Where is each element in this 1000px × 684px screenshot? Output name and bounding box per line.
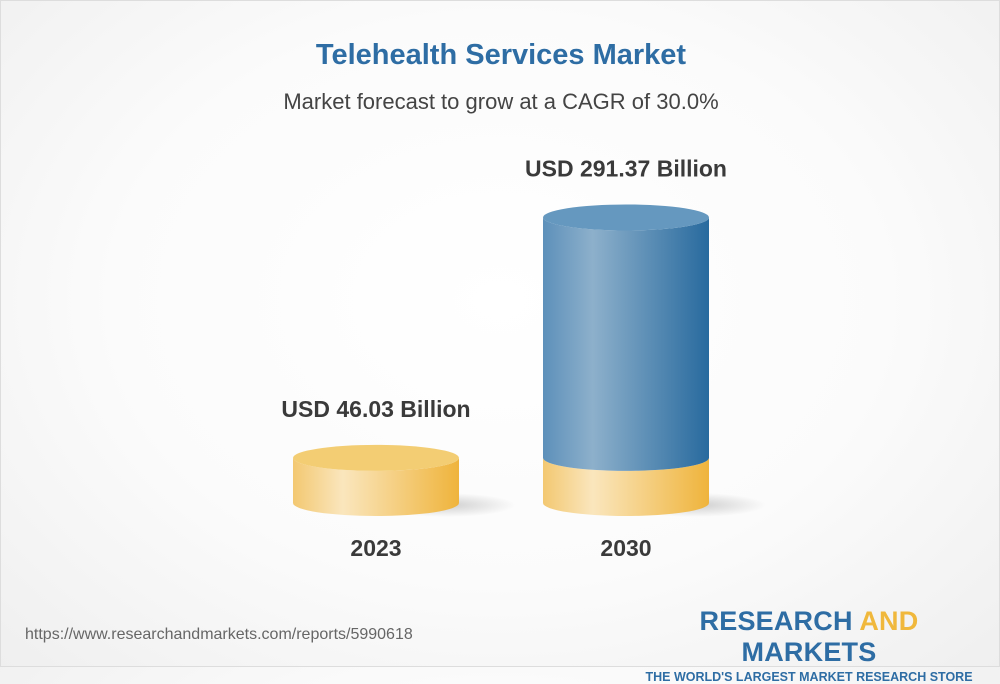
research-and-markets-logo: RESEARCH AND MARKETS THE WORLD'S LARGEST… [641,606,977,684]
data-label: USD 46.03 Billion [281,396,470,422]
bar-2023-body [293,457,459,516]
x-tick-label: 2023 [350,535,401,561]
data-label: USD 291.37 Billion [525,155,727,181]
bar-2030-growth-body [543,217,709,471]
x-tick-label: 2030 [600,535,651,561]
source-url[interactable]: https://www.researchandmarkets.com/repor… [25,626,413,643]
bar-2030-base-body [543,457,709,516]
cylinder-chart: USD 46.03 Billion 2023 USD 291.37 Billion 2… [281,155,766,561]
logo-tagline: THE WORLD'S LARGEST MARKET RESEARCH STOR… [645,670,973,684]
bar-2030-growth-top [543,204,709,231]
chart-title: Telehealth Services Market [315,39,687,71]
chart-subtitle: Market forecast to grow at a CAGR of 30.… [283,89,719,114]
bar-2023-top [293,444,459,471]
